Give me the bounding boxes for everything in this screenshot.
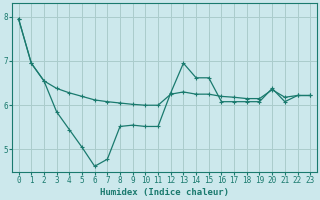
X-axis label: Humidex (Indice chaleur): Humidex (Indice chaleur)	[100, 188, 229, 197]
